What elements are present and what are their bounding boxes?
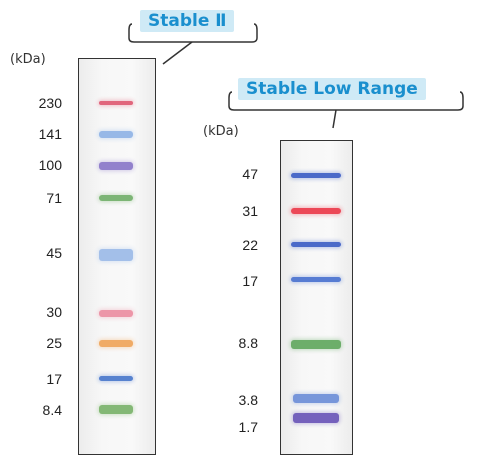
mw-label: 8.4 [42,402,62,418]
stable-low-range-title: Stable Low Range [238,78,426,100]
mw-label: 17 [242,273,258,289]
mw-label: 22 [242,237,258,253]
band [291,340,341,349]
band [99,340,133,347]
bracket-stable-low-range [228,91,464,111]
band [293,413,339,423]
band [99,131,133,138]
unit-label-stable-low-range: (kDa) [203,124,239,139]
connector-stable-ii [162,41,193,65]
mw-label: 45 [46,245,62,261]
connector-stable-low-range [332,109,337,129]
band [293,394,339,403]
mw-label: 31 [242,203,258,219]
gel-lane-stable-ii [78,58,156,455]
unit-label-stable-ii: (kDa) [10,52,46,67]
band [99,249,133,261]
band [99,101,133,105]
band [291,242,341,247]
gel-lane-stable-low-range [280,140,353,455]
mw-label: 25 [46,335,62,351]
band [99,310,133,317]
band [291,277,341,282]
mw-label: 1.7 [238,419,258,435]
band [99,162,133,170]
mw-label: 30 [46,304,62,320]
mw-label: 8.8 [238,335,258,351]
stable-ii-title: Stable Ⅱ [140,10,235,32]
band [291,208,341,214]
band [291,173,341,178]
mw-label: 230 [38,95,62,111]
mw-label: 100 [38,157,62,173]
band [99,376,133,381]
mw-label: 141 [38,126,62,142]
mw-label: 3.8 [238,392,258,408]
mw-label: 71 [46,190,62,206]
mw-label: 47 [242,166,258,182]
mw-label: 17 [46,371,62,387]
band [99,195,133,201]
band [99,405,133,414]
bracket-stable-ii [128,23,258,43]
